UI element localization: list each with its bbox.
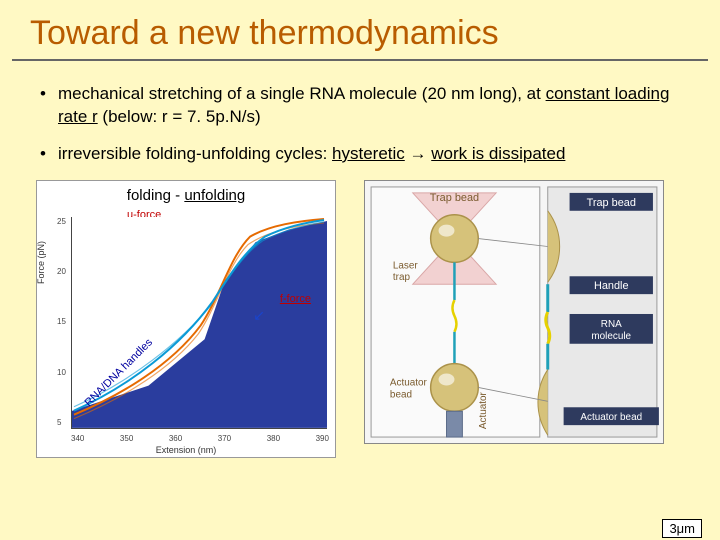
page-title: Toward a new thermodynamics (0, 0, 720, 53)
xtick: 370 (218, 434, 231, 443)
ytick: 15 (57, 317, 66, 326)
ytick: 20 (57, 267, 66, 276)
actuator-bead-label: Actuator (390, 377, 428, 388)
trap-svg: Trap bead Laser trap Actuator bead Actua… (365, 181, 663, 443)
f-force-label: f-force (280, 293, 311, 305)
rna-tag2: molecule (591, 331, 631, 342)
bullet-2: irreversible folding-unfolding cycles: h… (40, 143, 690, 166)
xtick: 340 (71, 434, 84, 443)
rna-tag1: RNA (601, 319, 622, 330)
y-ticks: 5 10 15 20 25 (57, 217, 66, 427)
ytick: 5 (57, 418, 66, 427)
x-axis-label: Extension (nm) (37, 445, 335, 455)
handle-tag: Handle (594, 280, 629, 292)
trap-bead-label: Trap bead (430, 192, 479, 204)
bullet-1: mechanical stretching of a single RNA mo… (40, 83, 690, 129)
plot-area (71, 217, 327, 429)
actuator-bead-label2: bead (390, 389, 412, 400)
actuator-bead-tag: Actuator bead (580, 412, 642, 423)
hysteresis-plot: folding - unfolding u-force → → → Force … (36, 180, 336, 458)
bullet-list: mechanical stretching of a single RNA mo… (40, 83, 690, 166)
actuator-label: Actuator (478, 391, 489, 429)
plot-title: folding - unfolding (37, 187, 335, 204)
bullet-2-pre: irreversible folding-unfolding cycles: (58, 144, 332, 163)
bullet-1-post: (below: r = 7. 5p.N/s) (98, 107, 261, 126)
laser-trap-label: Laser (393, 260, 418, 271)
laser-trap-label2: trap (393, 272, 411, 283)
xtick: 360 (169, 434, 182, 443)
plot-title-plain: folding - (127, 187, 185, 204)
bullet-2-arrow: → (405, 144, 431, 163)
scale-label: 3μm (662, 519, 702, 538)
title-underline (12, 59, 708, 61)
bullet-1-pre: mechanical stretching of a single RNA mo… (58, 84, 546, 103)
f-force-arrow-icon: ↙ (253, 307, 265, 324)
bullet-2-u2: work is dissipated (431, 144, 565, 163)
ytick: 25 (57, 217, 66, 226)
optical-trap-diagram: Trap bead Laser trap Actuator bead Actua… (364, 180, 664, 444)
xtick: 380 (267, 434, 280, 443)
y-axis-label: Force (pN) (36, 241, 46, 284)
trap-bead-tag: Trap bead (587, 197, 636, 209)
xtick: 350 (120, 434, 133, 443)
x-ticks: 340 350 360 370 380 390 (71, 434, 329, 443)
ytick: 10 (57, 368, 66, 377)
figure-row: folding - unfolding u-force → → → Force … (36, 180, 720, 458)
xtick: 390 (316, 434, 329, 443)
bullet-2-u1: hysteretic (332, 144, 405, 163)
plot-title-under: unfolding (184, 187, 245, 204)
curves-svg (72, 217, 327, 429)
